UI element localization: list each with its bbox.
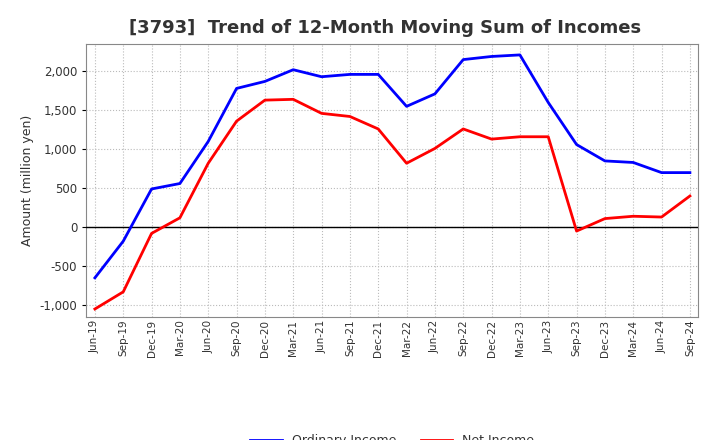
Ordinary Income bbox=[233, 86, 241, 91]
Net Income bbox=[657, 214, 666, 220]
Line: Net Income: Net Income bbox=[95, 99, 690, 309]
Legend: Ordinary Income, Net Income: Ordinary Income, Net Income bbox=[246, 429, 539, 440]
Net Income bbox=[459, 126, 467, 132]
Ordinary Income bbox=[487, 54, 496, 59]
Ordinary Income bbox=[119, 238, 127, 244]
Net Income bbox=[204, 161, 212, 166]
Ordinary Income bbox=[572, 142, 581, 147]
Net Income bbox=[233, 118, 241, 124]
Net Income bbox=[261, 98, 269, 103]
Net Income bbox=[544, 134, 552, 139]
Net Income bbox=[402, 161, 411, 166]
Ordinary Income bbox=[459, 57, 467, 62]
Ordinary Income bbox=[431, 91, 439, 96]
Net Income bbox=[572, 228, 581, 234]
Ordinary Income bbox=[629, 160, 637, 165]
Ordinary Income bbox=[176, 181, 184, 186]
Ordinary Income bbox=[544, 100, 552, 105]
Net Income bbox=[516, 134, 524, 139]
Net Income bbox=[487, 136, 496, 142]
Ordinary Income bbox=[318, 74, 326, 79]
Ordinary Income bbox=[657, 170, 666, 175]
Net Income bbox=[91, 306, 99, 312]
Ordinary Income bbox=[374, 72, 382, 77]
Ordinary Income bbox=[204, 139, 212, 144]
Net Income bbox=[600, 216, 609, 221]
Ordinary Income bbox=[261, 79, 269, 84]
Net Income bbox=[318, 111, 326, 116]
Net Income bbox=[119, 289, 127, 294]
Net Income bbox=[685, 193, 694, 198]
Net Income bbox=[431, 146, 439, 151]
Net Income bbox=[346, 114, 354, 119]
Ordinary Income bbox=[600, 158, 609, 164]
Ordinary Income bbox=[402, 104, 411, 109]
Text: [3793]  Trend of 12-Month Moving Sum of Incomes: [3793] Trend of 12-Month Moving Sum of I… bbox=[130, 19, 642, 37]
Net Income bbox=[148, 231, 156, 236]
Net Income bbox=[374, 126, 382, 132]
Ordinary Income bbox=[516, 52, 524, 58]
Line: Ordinary Income: Ordinary Income bbox=[95, 55, 690, 278]
Ordinary Income bbox=[289, 67, 297, 72]
Ordinary Income bbox=[685, 170, 694, 175]
Ordinary Income bbox=[91, 275, 99, 280]
Net Income bbox=[289, 97, 297, 102]
Net Income bbox=[629, 213, 637, 219]
Net Income bbox=[176, 215, 184, 220]
Ordinary Income bbox=[148, 186, 156, 191]
Ordinary Income bbox=[346, 72, 354, 77]
Y-axis label: Amount (million yen): Amount (million yen) bbox=[21, 115, 34, 246]
